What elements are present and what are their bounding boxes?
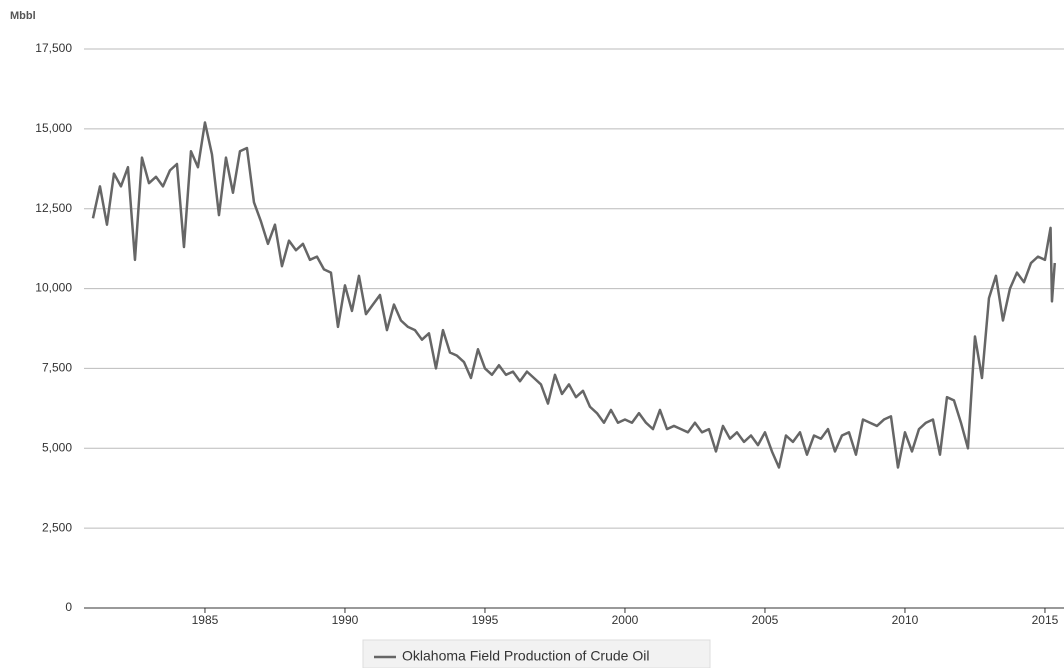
y-tick-label: 17,500	[35, 41, 72, 55]
legend: Oklahoma Field Production of Crude Oil	[362, 639, 711, 668]
x-tick-label: 1995	[472, 613, 499, 627]
x-tick-label: 2010	[892, 613, 919, 627]
y-tick-label: 7,500	[42, 361, 72, 375]
x-tick-label: 1990	[332, 613, 359, 627]
y-tick-label: 5,000	[42, 440, 72, 454]
y-tick-label: 12,500	[35, 201, 72, 215]
x-tick-label: 1985	[192, 613, 219, 627]
x-tick-label: 2000	[612, 613, 639, 627]
legend-box	[362, 639, 711, 668]
y-tick-label: 0	[65, 600, 72, 614]
x-tick-label: 2015	[1032, 613, 1059, 627]
y-axis-label: Mbbl	[10, 10, 36, 22]
y-tick-label: 15,000	[35, 121, 72, 135]
x-tick-label: 2005	[752, 613, 779, 627]
data-line	[91, 121, 1057, 469]
legend-label: Oklahoma Field Production of Crude Oil	[402, 648, 649, 664]
y-tick-label: 10,000	[35, 281, 72, 295]
y-tick-label: 2,500	[42, 520, 72, 534]
